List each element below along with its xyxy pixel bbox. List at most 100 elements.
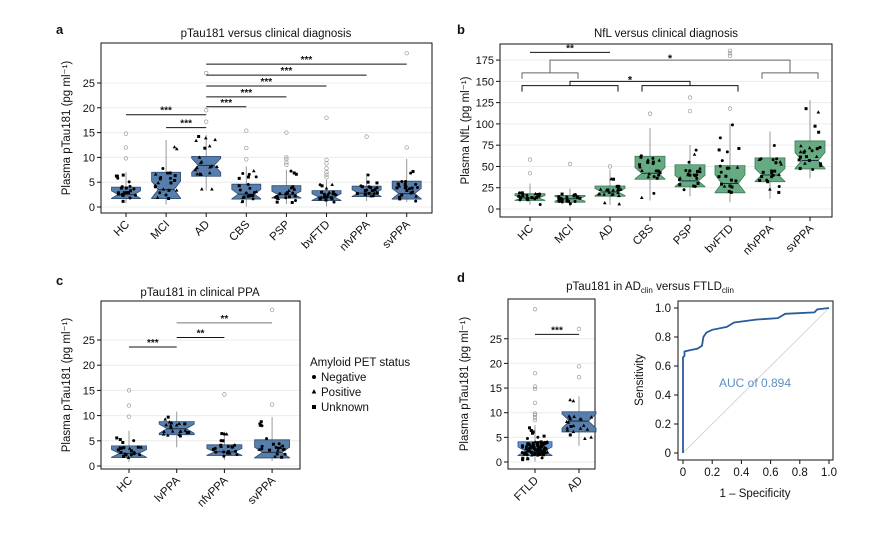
outlier-point (284, 155, 289, 160)
outlier-point (687, 108, 693, 114)
data-point (737, 146, 741, 150)
y-tick-label: 15 (490, 383, 502, 395)
data-point (414, 199, 418, 203)
data-point (520, 444, 524, 448)
data-point (818, 162, 822, 166)
legend-item-label: Negative (321, 372, 366, 384)
data-point (543, 446, 548, 450)
y-tick-label: 1.0 (655, 303, 671, 315)
data-point (616, 188, 621, 192)
data-point (183, 422, 187, 426)
data-point (568, 202, 572, 206)
data-point (578, 196, 582, 200)
data-point (167, 188, 171, 192)
data-point (657, 169, 661, 173)
y-tick-label: 20 (83, 103, 95, 115)
data-point (278, 445, 283, 449)
data-point (568, 433, 572, 437)
data-point (761, 170, 765, 174)
data-point (233, 449, 237, 453)
data-point (365, 188, 369, 192)
data-point (692, 152, 697, 156)
x-tick-label: CBS (631, 222, 656, 247)
x-tick-label: 0.6 (763, 467, 779, 479)
data-point (526, 457, 530, 461)
data-point (571, 423, 576, 428)
data-point (222, 454, 226, 458)
data-point (167, 197, 171, 201)
data-point (116, 192, 120, 196)
data-point (610, 192, 614, 197)
data-point (287, 188, 291, 193)
data-point (246, 175, 250, 179)
significance-label: *** (147, 338, 159, 349)
data-point (174, 188, 179, 192)
data-point (169, 181, 173, 185)
y-tick-label: 10 (490, 408, 502, 420)
data-point (617, 193, 621, 198)
data-point (161, 187, 166, 191)
data-point (541, 449, 545, 453)
data-point (177, 432, 182, 437)
data-point (530, 195, 534, 199)
data-point (802, 150, 806, 154)
data-point (730, 123, 734, 127)
outlier-point (532, 386, 538, 392)
significance-label: *** (220, 98, 232, 109)
data-point (355, 192, 359, 196)
auc-annotation: AUC of 0.894 (719, 376, 791, 390)
data-point (211, 447, 215, 451)
data-point (807, 145, 812, 150)
data-point (226, 450, 230, 454)
y-axis-label: Plasma pTau181 (pg ml⁻¹) (459, 317, 471, 452)
data-point (798, 167, 802, 171)
data-point (775, 157, 779, 161)
data-point (735, 165, 740, 169)
data-point (817, 130, 821, 134)
data-point (815, 147, 819, 151)
data-point (252, 190, 256, 194)
data-point (116, 448, 120, 452)
data-point (283, 452, 287, 456)
data-point (639, 195, 644, 200)
data-point (696, 181, 700, 185)
data-point (248, 186, 252, 190)
data-point (727, 190, 731, 194)
data-point (545, 450, 550, 454)
group-bracket-connector (549, 59, 791, 73)
panel-label-d: d (457, 270, 465, 285)
data-point (773, 169, 777, 173)
data-point (396, 182, 400, 186)
title-part: versus FTLD (653, 281, 722, 293)
x-tick-label: nfvPPA (196, 474, 231, 509)
data-point (526, 198, 530, 202)
data-point (222, 450, 226, 454)
data-point (521, 456, 525, 460)
triangle-icon (311, 389, 317, 394)
data-point (232, 443, 237, 447)
data-point (694, 148, 698, 152)
data-point (651, 156, 655, 160)
legend-item-label: Positive (321, 387, 361, 399)
data-point (119, 450, 123, 454)
outlier-point (284, 157, 289, 162)
outlier-point (532, 417, 538, 423)
data-point (571, 398, 576, 403)
data-point (411, 169, 415, 173)
data-point (597, 192, 602, 196)
data-point (688, 169, 692, 173)
data-point (367, 191, 371, 195)
data-point (251, 194, 255, 198)
outlier-point (647, 111, 653, 116)
y-tick-label: 15 (83, 128, 95, 140)
data-point (121, 441, 125, 445)
x-tick-label: HC (516, 223, 536, 243)
data-point (138, 453, 142, 457)
data-point (153, 172, 158, 176)
data-point (564, 419, 569, 424)
data-point (647, 172, 651, 176)
data-point (275, 200, 279, 204)
data-point (129, 449, 133, 453)
data-point (172, 145, 177, 149)
x-tick-label: lvPPA (153, 474, 183, 504)
